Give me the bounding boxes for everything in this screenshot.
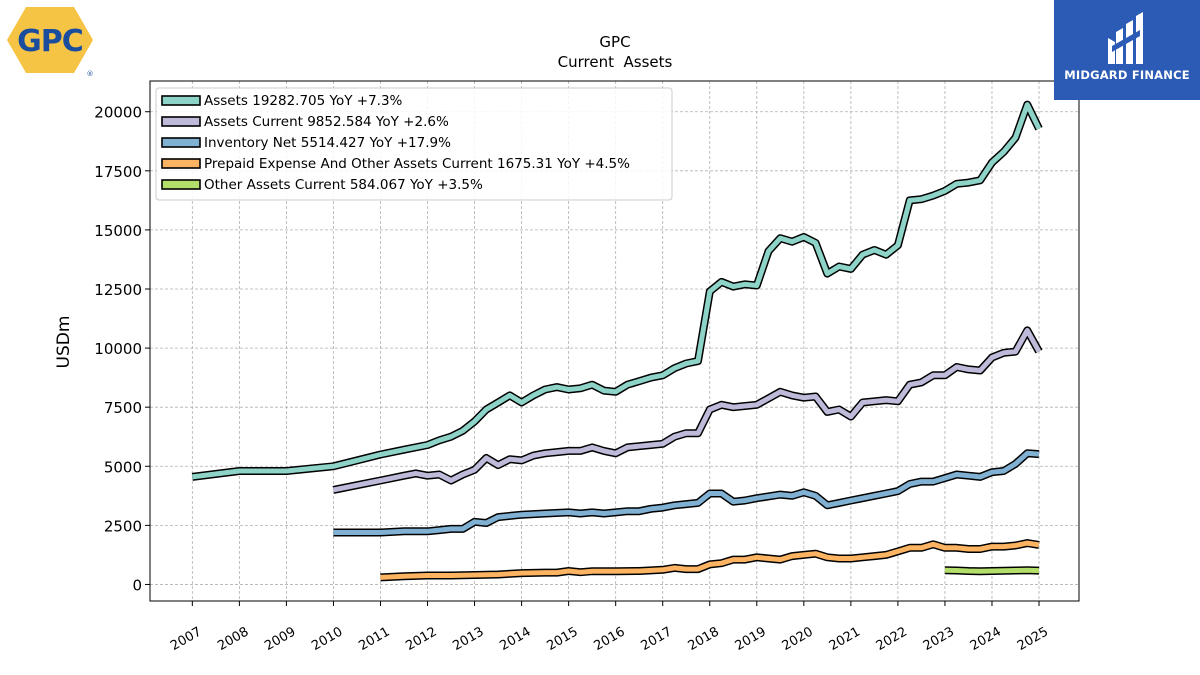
series-assets [191, 100, 1043, 481]
gpc-logo: GPC ® [7, 7, 94, 78]
x-tick-label: 2011 [356, 624, 392, 654]
legend-swatch [161, 116, 201, 127]
legend-swatch [161, 137, 201, 148]
legend-entry: Other Assets Current 584.067 YoY +3.5% [204, 177, 483, 193]
gpc-logo-hexagon [7, 7, 93, 73]
x-tick-label: 2016 [592, 624, 628, 654]
series-inventory [333, 449, 1040, 537]
x-tick-label: 2008 [215, 624, 251, 654]
midgard-emblem-icon [1108, 12, 1143, 64]
legend-entry: Prepaid Expense And Other Assets Current… [204, 156, 630, 172]
legend: Assets 19282.705 YoY +7.3% Assets Current… [155, 87, 673, 201]
x-axis-ticks: 2007 2008 2009 2010 2011 2012 2013 2014 2015 2016… [168, 601, 1051, 654]
x-tick-label: 2023 [921, 624, 957, 654]
series-line [944, 567, 1040, 574]
x-tick-label: 2013 [450, 624, 486, 654]
series-prepaid [380, 539, 1040, 582]
midgard-finance-logo: MIDGARD FINANCE [1054, 0, 1200, 100]
legend-entry: Inventory Net 5514.427 YoY +17.9% [204, 135, 451, 151]
x-tick-label: 2015 [544, 624, 580, 654]
y-tick-label: 20000 [94, 104, 142, 122]
y-tick-label: 17500 [94, 163, 142, 181]
midgard-finance-name: MIDGARD FINANCE [1064, 68, 1190, 82]
legend-entry: Assets Current 9852.584 YoY +2.6% [204, 114, 449, 130]
x-tick-label: 2012 [403, 624, 439, 654]
x-tick-label: 2018 [686, 624, 722, 654]
chart-subtitle: Current Assets [558, 53, 673, 71]
x-tick-label: 2007 [168, 624, 204, 654]
series-line [380, 540, 1040, 580]
legend-swatch [161, 158, 201, 169]
x-tick-label: 2014 [497, 624, 533, 654]
series-line [333, 450, 1040, 535]
series-line-outline [333, 449, 1040, 537]
y-tick-label: 10000 [94, 340, 142, 358]
series-assets-current [332, 326, 1043, 494]
y-axis-ticks: 0 2500 5000 7500 10000 12500 15000 17500 20000 [94, 104, 150, 594]
series-other [944, 566, 1040, 576]
x-tick-label: 2022 [874, 624, 910, 654]
x-tick-label: 2019 [733, 624, 769, 654]
x-tick-label: 2021 [827, 624, 863, 654]
y-tick-label: 0 [132, 576, 142, 594]
gpc-logo-text: GPC [17, 24, 83, 59]
x-tick-label: 2010 [309, 624, 345, 654]
y-axis-label: USDm [54, 316, 74, 369]
series-line [332, 327, 1042, 493]
legend-box [155, 87, 673, 201]
y-tick-label: 12500 [94, 281, 142, 299]
plot-frame [149, 80, 1080, 602]
x-tick-label: 2020 [780, 624, 816, 654]
x-tick-label: 2017 [639, 624, 675, 654]
x-tick-label: 2009 [262, 624, 298, 654]
x-tick-label: 2025 [1015, 624, 1051, 654]
y-tick-label: 2500 [104, 517, 142, 535]
legend-swatch [161, 179, 201, 190]
series-line [191, 102, 1042, 480]
chart-title: GPC [599, 33, 630, 51]
gpc-registered-mark: ® [87, 70, 94, 78]
legend-entry: Assets 19282.705 YoY +7.3% [204, 93, 403, 109]
y-tick-label: 7500 [104, 399, 142, 417]
x-tick-label: 2024 [968, 624, 1004, 654]
y-tick-label: 5000 [104, 458, 142, 476]
plot-series [191, 100, 1043, 582]
legend-swatch [161, 95, 201, 106]
y-tick-label: 15000 [94, 222, 142, 240]
